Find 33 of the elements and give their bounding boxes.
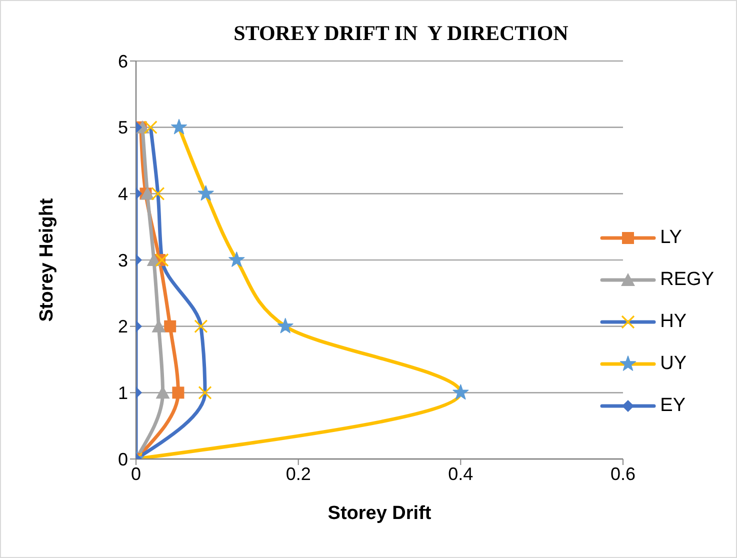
y-tick-label: 2 [118, 316, 128, 337]
y-tick-label: 3 [118, 250, 128, 270]
legend-label: HY [660, 311, 687, 333]
point [277, 318, 294, 334]
point [198, 185, 214, 201]
x-tick-label: 0.4 [448, 464, 474, 484]
point [146, 253, 161, 266]
point [164, 320, 176, 332]
legend-label: UY [660, 353, 687, 375]
point [155, 253, 169, 267]
point [151, 186, 165, 200]
x-tick-label: 0 [130, 464, 142, 484]
y-axis-title: Storey Height [36, 198, 58, 322]
point [198, 386, 212, 400]
legend-label: LY [660, 227, 682, 249]
x-axis-title: Storey Drift [328, 503, 432, 524]
point [144, 120, 158, 134]
point [228, 252, 245, 267]
x-tick-label: 0.6 [610, 464, 636, 484]
x-tick-label: 0.2 [286, 464, 311, 484]
point [452, 384, 469, 400]
y-tick-label: 0 [118, 449, 128, 470]
point [172, 386, 184, 399]
legend-label: EY [660, 395, 686, 417]
y-tick-label: 4 [118, 184, 128, 204]
y-tick-label: 5 [118, 118, 128, 138]
chart-title: STOREY DRIFT IN Y DIRECTION [232, 21, 570, 46]
point [171, 118, 188, 134]
legend-label: REGY [660, 269, 714, 291]
y-tick-label: 6 [118, 51, 128, 72]
point [194, 320, 208, 334]
point [140, 186, 154, 200]
y-tick-label: 1 [118, 383, 128, 404]
